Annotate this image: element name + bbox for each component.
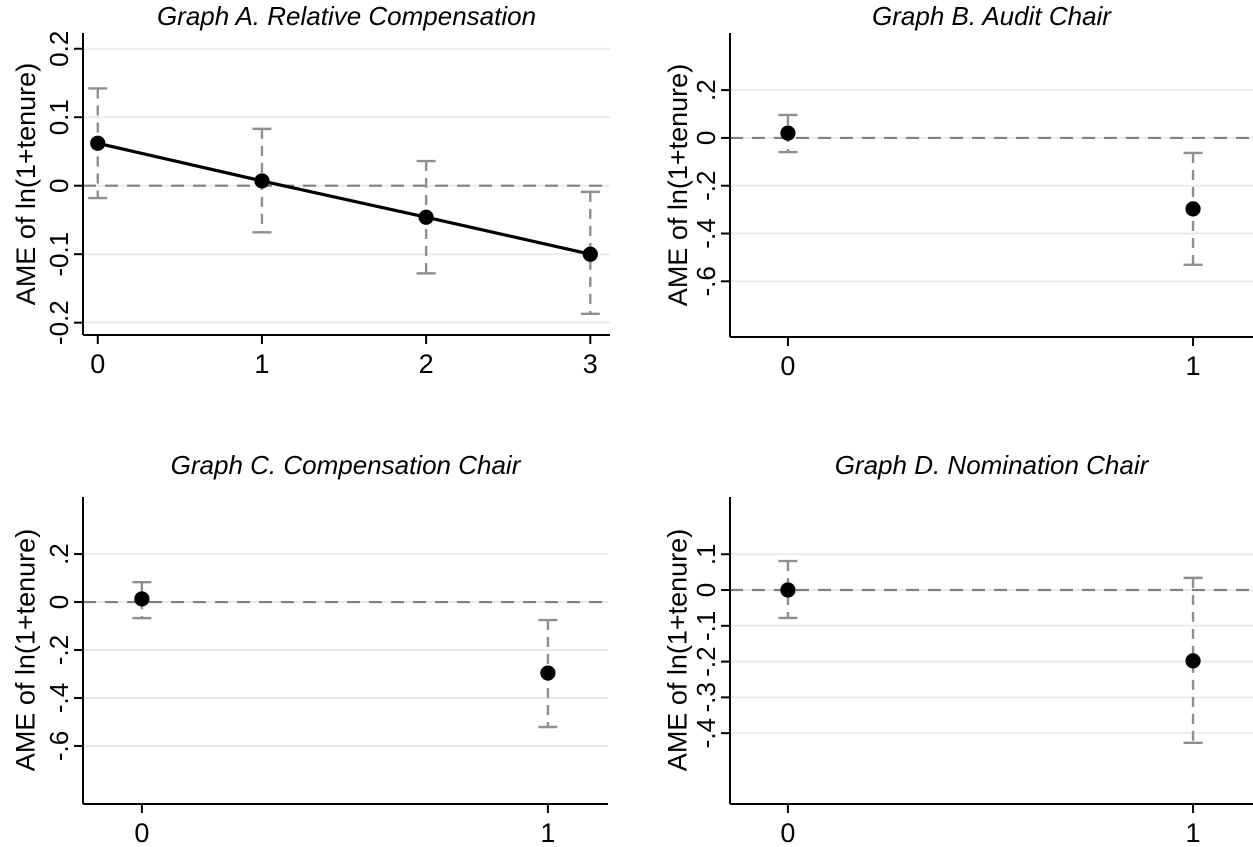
svg-text:.2: .2	[691, 79, 721, 101]
svg-text:1: 1	[540, 818, 555, 847]
svg-text:.2: .2	[44, 543, 74, 565]
svg-text:0: 0	[134, 818, 149, 847]
svg-text:1: 1	[1186, 351, 1201, 381]
panel-c-title: Graph C. Compensation Chair	[170, 450, 521, 480]
svg-text:0: 0	[691, 583, 721, 597]
svg-text:0: 0	[44, 595, 74, 609]
panel-graph-d: Graph D. Nomination Chair AME of ln(1+te…	[630, 430, 1253, 847]
svg-text:3: 3	[583, 349, 598, 379]
svg-text:0: 0	[44, 178, 74, 192]
svg-text:-.4: -.4	[44, 683, 74, 713]
svg-text:-.4: -.4	[691, 218, 721, 248]
svg-text:-.6: -.6	[44, 731, 74, 761]
svg-text:-.3: -.3	[691, 682, 721, 712]
panel-graph-c: Graph C. Compensation Chair AME of ln(1+…	[0, 430, 620, 847]
svg-text:1: 1	[1186, 818, 1201, 847]
panel-a-title: Graph A. Relative Compensation	[156, 1, 537, 31]
svg-text:0.2: 0.2	[44, 31, 74, 67]
panel-d-title: Graph D. Nomination Chair	[834, 450, 1149, 480]
panel-graph-b: Graph B. Audit Chair AME of ln(1+tenure)…	[630, 0, 1253, 424]
svg-text:-.1: -.1	[691, 611, 721, 641]
svg-text:-.6: -.6	[691, 266, 721, 296]
panel-b-title: Graph B. Audit Chair	[872, 1, 1111, 31]
svg-text:0: 0	[780, 818, 795, 847]
svg-text:1: 1	[254, 349, 269, 379]
svg-text:-0.2: -0.2	[44, 300, 74, 345]
panel-graph-a: Graph A. Relative Compensation AME of ln…	[0, 0, 620, 424]
svg-text:-.4: -.4	[691, 718, 721, 748]
svg-text:-.2: -.2	[691, 171, 721, 201]
svg-text:0: 0	[780, 351, 795, 381]
svg-text:.1: .1	[691, 543, 721, 565]
svg-text:0: 0	[90, 349, 105, 379]
svg-text:0: 0	[691, 131, 721, 145]
svg-text:-.2: -.2	[691, 646, 721, 676]
panel-b-plot-area: .2 0 -.2 -.4 -.6 0 1	[691, 33, 1253, 381]
panel-c-plot-area: .2 0 -.2 -.4 -.6 0 1	[44, 497, 608, 847]
svg-text:-.2: -.2	[44, 635, 74, 665]
svg-text:0.1: 0.1	[44, 99, 74, 135]
panel-a-plot-area: 0.2 0.1 0 -0.1 -0.2 0 1 2 3	[44, 31, 610, 379]
panel-d-plot-area: .1 0 -.1 -.2 -.3 -.4 0 1	[691, 497, 1253, 847]
svg-text:-0.1: -0.1	[44, 232, 74, 277]
svg-text:2: 2	[419, 349, 434, 379]
